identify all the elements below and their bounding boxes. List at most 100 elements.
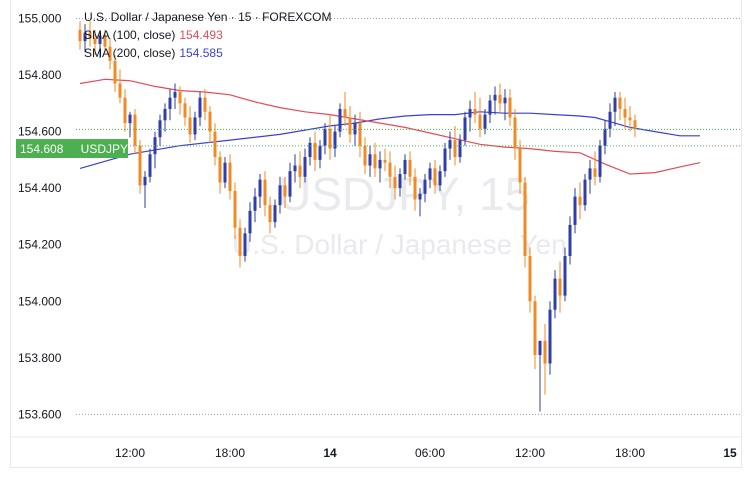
candle-body [498, 94, 502, 104]
candle-body [103, 35, 107, 47]
candle [188, 106, 192, 143]
watermark-symbol: USDJPY, 15 [278, 168, 530, 220]
candle [163, 103, 167, 132]
candle-body [568, 224, 572, 257]
candle [158, 114, 162, 146]
candle [588, 159, 592, 194]
candle [268, 196, 272, 234]
candle [633, 114, 637, 138]
candle-body [348, 117, 352, 135]
candle-body [198, 97, 202, 118]
candle-body [188, 117, 192, 135]
candle-body [618, 97, 622, 109]
candle [498, 83, 502, 112]
candle-body [558, 278, 562, 296]
candle-body [583, 179, 587, 206]
candle-body [218, 157, 222, 183]
candle-body [233, 190, 237, 228]
candle-body [118, 83, 122, 98]
candle [318, 140, 322, 169]
candle [373, 142, 377, 177]
sma100-legend[interactable]: SMA (100, close) 154.493 [84, 26, 331, 44]
candle-body [173, 92, 177, 98]
candle [263, 171, 267, 217]
symbol-watermark: USDJPY, 15 U.S. Dollar / Japanese Yen [232, 168, 567, 260]
candle [228, 154, 232, 200]
candle-body [253, 196, 257, 211]
candle-body [278, 185, 282, 206]
candle-body [533, 301, 537, 355]
candle [343, 92, 347, 126]
sma200-label: SMA (200, close) [84, 46, 176, 60]
candle [283, 176, 287, 208]
candle-body [268, 205, 272, 223]
candle [88, 21, 92, 47]
y-tick-label: 153.600 [18, 407, 62, 421]
candle [113, 55, 117, 93]
candle-body [528, 256, 532, 302]
sma200-line [79, 111, 700, 169]
candle-body [398, 174, 402, 189]
candle-body [613, 97, 617, 112]
last-price-symbol: USDJPY [80, 141, 128, 156]
candle-body [493, 94, 497, 101]
candle-body [393, 176, 397, 189]
candle [78, 21, 82, 50]
candle-body [308, 142, 312, 158]
x-tick-label: 15 [723, 446, 737, 460]
candle [248, 202, 252, 242]
candle [108, 38, 112, 70]
candle [83, 24, 87, 53]
candle-body [303, 157, 307, 177]
candle [123, 89, 127, 132]
candle [353, 114, 357, 146]
candle [568, 216, 572, 265]
candle-body [363, 145, 367, 166]
candle [193, 111, 197, 141]
candle [328, 114, 332, 160]
candle [503, 89, 507, 121]
candle [458, 134, 462, 163]
candle [398, 168, 402, 197]
candle [448, 131, 452, 160]
candle-body [448, 140, 452, 149]
y-tick-label: 153.800 [18, 351, 62, 365]
candle-body [263, 179, 267, 206]
candle [518, 140, 522, 194]
candle-body [538, 340, 542, 355]
candle-body [543, 340, 547, 364]
x-tick-label: 06:00 [415, 446, 445, 460]
sma200-legend[interactable]: SMA (200, close) 154.585 [84, 44, 331, 62]
candle-body [468, 108, 472, 118]
candle-body [108, 46, 112, 61]
candle [388, 151, 392, 189]
candle-body [323, 128, 327, 146]
candle [293, 154, 297, 183]
candle-body [563, 256, 567, 296]
candle [603, 120, 607, 155]
candle-body [513, 117, 517, 149]
candle-body [428, 168, 432, 180]
last-price-line [76, 128, 742, 147]
candle-body [213, 131, 217, 158]
y-axis: 155.000 154.800 154.600 154.400 154.200 154.0… [18, 11, 742, 421]
candle-body [378, 159, 382, 169]
candle [623, 97, 627, 129]
candle-body [203, 97, 207, 112]
candle [288, 162, 292, 203]
candle-body [243, 233, 247, 257]
x-tick-label: 14 [323, 446, 337, 460]
candle-body [373, 154, 377, 169]
candle [488, 94, 492, 124]
candle [393, 165, 397, 200]
candle [613, 92, 617, 126]
candle-body [333, 131, 337, 149]
candle [308, 137, 312, 166]
candle [413, 168, 417, 211]
candle [178, 86, 182, 115]
candle [213, 123, 217, 166]
candle [253, 188, 257, 223]
candle [168, 89, 172, 121]
candle-body [223, 162, 227, 183]
